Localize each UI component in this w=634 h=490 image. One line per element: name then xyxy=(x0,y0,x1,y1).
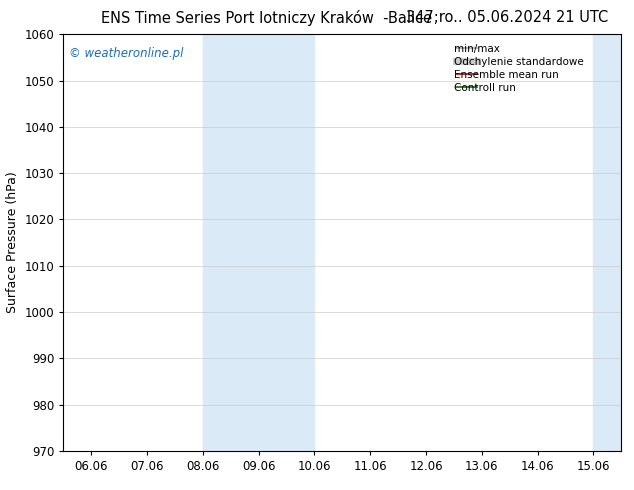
Text: 347;ro.. 05.06.2024 21 UTC: 347;ro.. 05.06.2024 21 UTC xyxy=(406,10,609,25)
Bar xyxy=(203,34,314,451)
Text: ENS Time Series Port lotniczy Kraków  -Balice: ENS Time Series Port lotniczy Kraków -Ba… xyxy=(101,10,432,26)
Bar xyxy=(593,34,627,451)
Y-axis label: Surface Pressure (hPa): Surface Pressure (hPa) xyxy=(6,172,19,314)
Text: © weatheronline.pl: © weatheronline.pl xyxy=(69,47,183,60)
Legend: min/max, Odchylenie standardowe, Ensemble mean run, Controll run: min/max, Odchylenie standardowe, Ensembl… xyxy=(452,40,616,97)
